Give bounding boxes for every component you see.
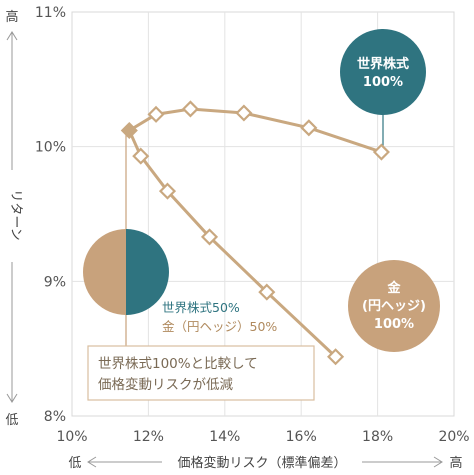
- portfolio-legend-line1: 世界株式50%: [162, 300, 240, 315]
- x-tick-label: 12%: [133, 429, 164, 445]
- callout-line1: 世界株式100%と比較して: [98, 356, 258, 372]
- portfolio-legend-line2: 金（円ヘッジ）50%: [162, 319, 277, 334]
- portfolio-pie-equity-half: [126, 229, 169, 315]
- equity-label-line2: 100%: [363, 75, 403, 90]
- portfolio-pie-gold-half: [83, 229, 126, 315]
- data-point-marker: [327, 348, 345, 366]
- x-tick-label: 14%: [209, 429, 240, 445]
- x-tick-label: 10%: [56, 429, 87, 445]
- callout-border: [87, 345, 315, 401]
- frontier-line-upper: [128, 107, 382, 154]
- data-point-marker: [235, 104, 253, 122]
- data-point-marker: [147, 105, 165, 123]
- y-axis: 高 リターン 低: [5, 9, 23, 428]
- data-point-marker: [181, 100, 199, 118]
- data-point-marker: [300, 119, 318, 137]
- gold-label-line2: (円ヘッジ): [362, 299, 426, 314]
- equity-label-line1: 世界株式: [357, 56, 409, 72]
- equity-circle: [340, 29, 426, 115]
- y-tick-label: 9%: [44, 274, 66, 290]
- callout-box: 世界株式100%と比較して 価格変動リスクが低減: [87, 345, 315, 401]
- y-axis-arrow-up-icon: [6, 31, 18, 41]
- x-axis-arrow-left-icon: [87, 456, 97, 468]
- x-axis-low-label: 低: [68, 456, 81, 471]
- x-axis: 低 価格変動リスク（標準偏差） 高: [68, 455, 462, 471]
- y-tick-labels: 8% 9% 10% 11%: [35, 5, 66, 425]
- y-tick-label: 10%: [35, 140, 66, 156]
- plot-area: [71, 11, 455, 417]
- gold-label-line3: 100%: [374, 317, 414, 332]
- gold-bubble: 金 (円ヘッジ) 100%: [348, 260, 440, 352]
- x-axis-title: 価格変動リスク（標準偏差）: [177, 455, 346, 471]
- x-axis-arrow-right-icon: [433, 456, 443, 468]
- data-point-marker: [158, 182, 177, 200]
- x-tick-label: 16%: [286, 429, 317, 445]
- y-axis-low-label: 低: [5, 413, 18, 428]
- gold-label-line1: 金: [386, 280, 401, 296]
- y-tick-label: 8%: [44, 409, 66, 425]
- data-point-marker: [132, 147, 150, 165]
- y-axis-arrow-down-icon: [6, 393, 18, 403]
- data-point-marker: [258, 283, 276, 301]
- data-point-marker: [372, 143, 390, 161]
- x-tick-labels: 10% 12% 14% 16% 18% 20%: [56, 429, 469, 445]
- gold-circle: [348, 260, 440, 352]
- frontier-markers: [120, 100, 390, 366]
- equity-bubble: 世界株式 100%: [340, 29, 426, 115]
- x-tick-label: 18%: [362, 429, 393, 445]
- y-axis-high-label: 高: [5, 9, 18, 25]
- portfolio-pie: [83, 229, 169, 315]
- x-tick-label: 20%: [438, 429, 469, 445]
- highlight-point-marker: [120, 121, 138, 140]
- callout-line2: 価格変動リスクが低減: [98, 376, 233, 393]
- y-tick-label: 11%: [35, 5, 66, 21]
- data-point-marker: [200, 228, 219, 246]
- x-axis-high-label: 高: [449, 455, 462, 471]
- y-axis-title: リターン: [8, 189, 23, 240]
